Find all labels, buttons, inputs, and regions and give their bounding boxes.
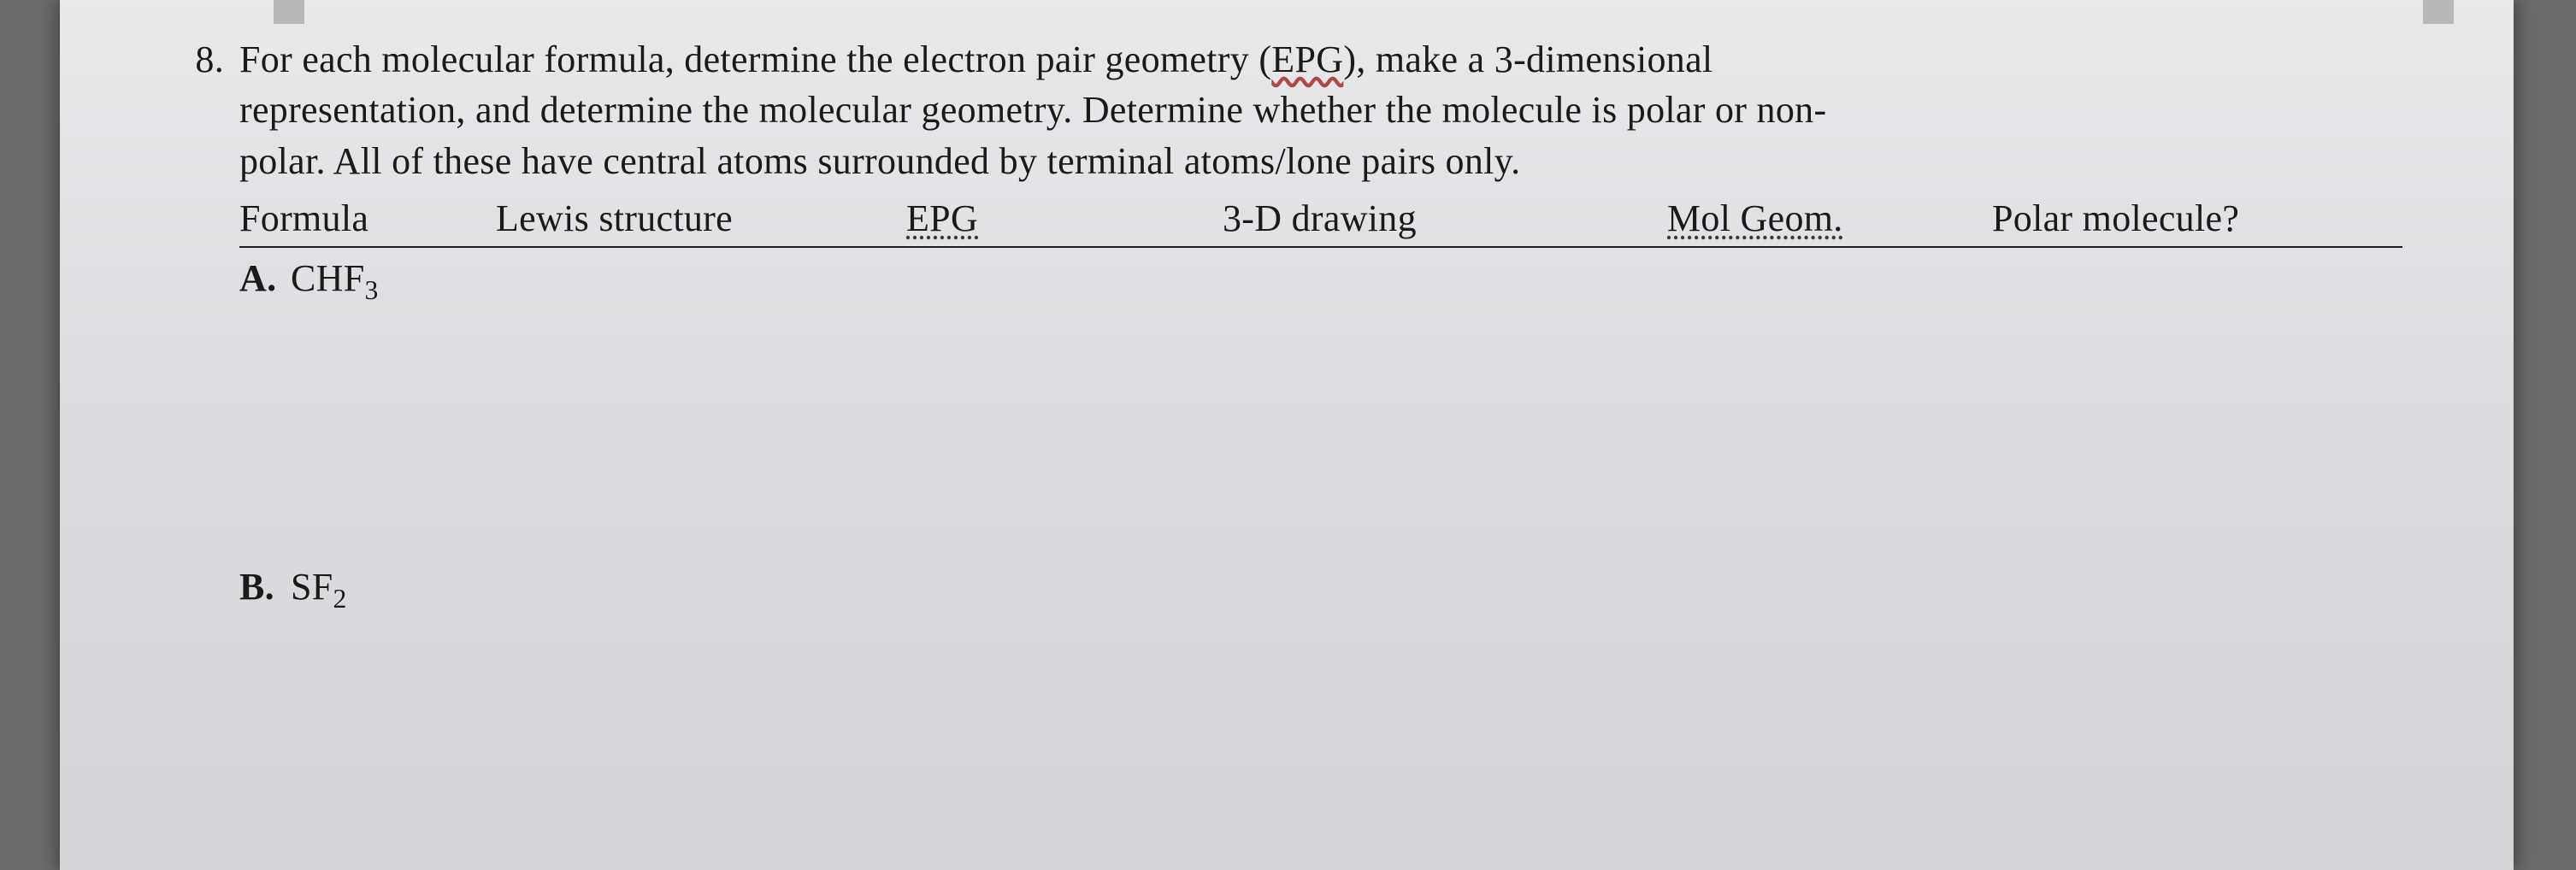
item-b-letter: B. xyxy=(239,561,291,612)
header-epg: EPG xyxy=(906,197,978,239)
answer-space-a xyxy=(239,309,2402,556)
column-headers: Formula Lewis structure EPG 3-D drawing … xyxy=(239,193,2402,247)
question-line1-b: ), make a 3-dimensional xyxy=(1343,38,1712,80)
header-3d-drawing: 3-D drawing xyxy=(1223,193,1667,244)
item-b-formula-sub: 2 xyxy=(333,584,347,614)
epg-abbrev: EPG xyxy=(1271,38,1343,80)
item-b: B.SF2 xyxy=(239,561,2402,618)
item-b-formula-main: SF xyxy=(291,566,333,608)
item-a: A.CHF3 xyxy=(239,253,2402,309)
question-line3: polar. All of these have central atoms s… xyxy=(239,140,1520,182)
header-polar: Polar molecule? xyxy=(1992,193,2402,244)
question-block: 8. For each molecular formula, determine… xyxy=(162,34,2411,618)
worksheet-page: 8. For each molecular formula, determine… xyxy=(60,0,2514,870)
question-line1-a: For each molecular formula, determine th… xyxy=(239,38,1271,80)
header-mol-geom: Mol Geom. xyxy=(1667,197,1843,239)
question-line2: representation, and determine the molecu… xyxy=(239,89,1826,131)
question-body: For each molecular formula, determine th… xyxy=(239,34,2402,618)
item-a-formula-sub: 3 xyxy=(365,274,379,304)
item-a-formula: CHF3 xyxy=(291,257,379,299)
header-lewis: Lewis structure xyxy=(496,193,906,244)
item-b-formula: SF2 xyxy=(291,566,347,608)
ruler-tick-right xyxy=(2423,0,2454,24)
ruler-tick-left xyxy=(274,0,304,24)
header-formula: Formula xyxy=(239,193,496,244)
item-a-formula-main: CHF xyxy=(291,257,365,299)
item-a-letter: A. xyxy=(239,253,291,303)
question-number: 8. xyxy=(162,34,239,85)
